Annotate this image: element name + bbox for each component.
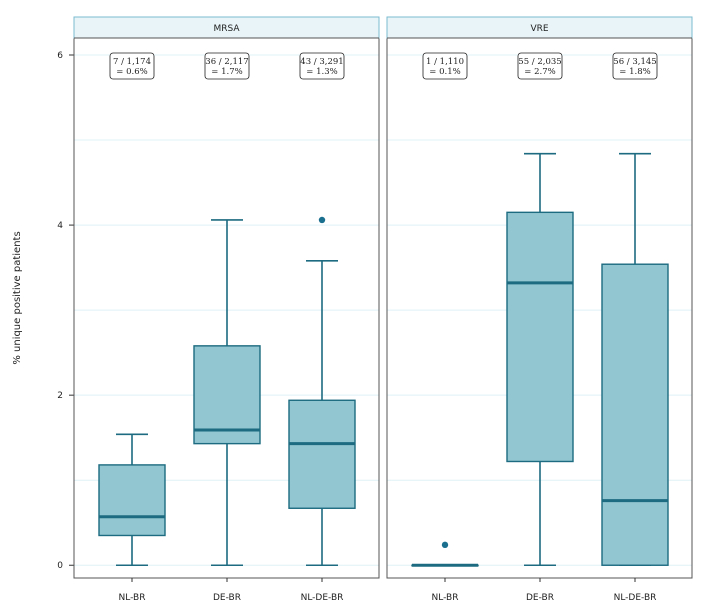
count-label-percent: = 1.3% — [306, 67, 337, 77]
iqr-box — [98, 464, 166, 537]
x-tick-label: DE-BR — [213, 593, 241, 603]
count-label-ratio: 43 / 3,291 — [300, 57, 343, 67]
count-label-percent: = 0.1% — [429, 67, 460, 77]
x-tick-label: NL-BR — [119, 593, 146, 603]
plot-area: 0 2 4 6 MRSA NL-BR 7 / 1,174= 0.6% DE-BR 36 / 2,… — [57, 16, 693, 603]
panel-title: MRSA — [213, 24, 240, 34]
box-nl-de-br: NL-DE-BR 56 / 3,145= 1.8% — [601, 52, 669, 603]
y-tick-label: 4 — [57, 221, 63, 231]
count-label-percent: = 1.8% — [619, 67, 650, 77]
count-label-frame — [299, 52, 345, 80]
count-label-ratio: 7 / 1,174 — [113, 57, 151, 67]
panel-title: VRE — [530, 24, 548, 34]
count-label-ratio: 56 / 3,145 — [613, 57, 656, 67]
count-label-ratio: 1 / 1,110 — [426, 57, 464, 67]
box-nl-br: NL-BR 7 / 1,174= 0.6% — [98, 52, 166, 603]
iqr-box — [601, 263, 669, 566]
count-label: 55 / 2,035= 2.7% — [517, 52, 563, 80]
count-label: 43 / 3,291= 1.3% — [299, 52, 345, 80]
count-label-percent: = 2.7% — [524, 67, 555, 77]
box-nl-de-br: NL-DE-BR 43 / 3,291= 1.3% — [288, 52, 356, 603]
iqr-box — [506, 211, 574, 463]
x-tick-label: NL-BR — [432, 593, 459, 603]
count-label-percent: = 0.6% — [116, 67, 147, 77]
count-label-ratio: 55 / 2,035 — [518, 57, 561, 67]
x-tick-label: NL-DE-BR — [614, 593, 657, 603]
iqr-box — [288, 399, 356, 509]
count-label: 7 / 1,174= 0.6% — [109, 52, 155, 80]
outlier-point — [318, 216, 326, 224]
outlier-point — [441, 541, 449, 549]
count-label-frame — [204, 52, 250, 80]
count-label-frame — [422, 52, 468, 80]
count-label-frame — [517, 52, 563, 80]
y-axis-title: % unique positive patients — [12, 231, 23, 364]
y-tick-label: 2 — [57, 391, 63, 401]
count-label: 1 / 1,110= 0.1% — [422, 52, 468, 80]
iqr-box — [193, 345, 261, 445]
count-label-frame — [109, 52, 155, 80]
x-tick-label: DE-BR — [526, 593, 554, 603]
count-label-percent: = 1.7% — [211, 67, 242, 77]
count-label-ratio: 36 / 2,117 — [205, 57, 248, 67]
box-de-br: DE-BR 55 / 2,035= 2.7% — [506, 52, 574, 603]
count-label: 56 / 3,145= 1.8% — [612, 52, 658, 80]
x-tick-label: NL-DE-BR — [301, 593, 344, 603]
box-nl-br: NL-BR 1 / 1,110= 0.1% — [411, 52, 479, 603]
count-label-frame — [612, 52, 658, 80]
y-tick-label: 6 — [57, 51, 63, 61]
y-tick-label: 0 — [57, 561, 63, 571]
count-label: 36 / 2,117= 1.7% — [204, 52, 250, 80]
box-de-br: DE-BR 36 / 2,117= 1.7% — [193, 52, 261, 603]
